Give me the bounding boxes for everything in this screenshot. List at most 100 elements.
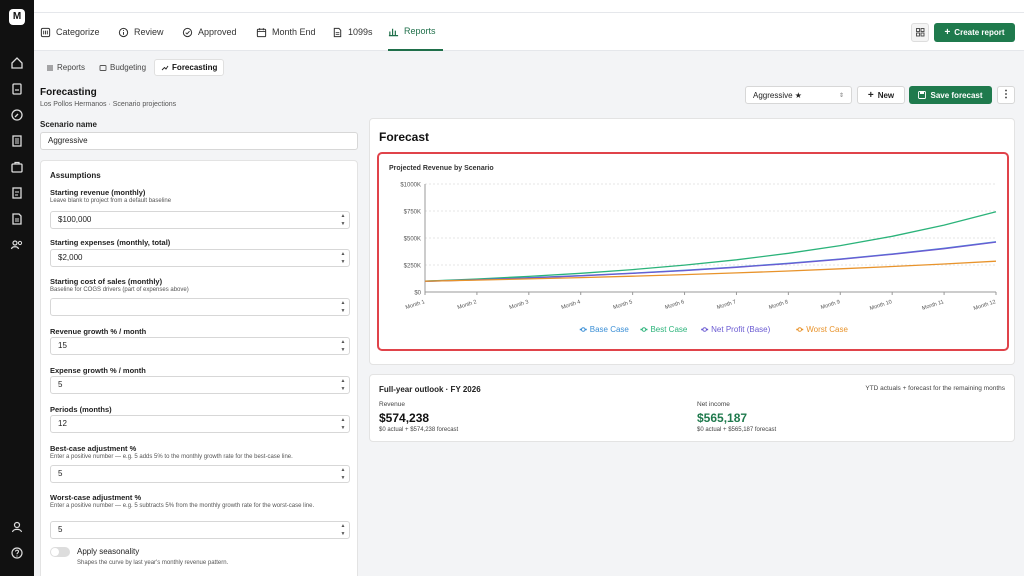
app-logo[interactable]: M bbox=[9, 9, 25, 25]
more-options-button[interactable]: ⋮ bbox=[997, 86, 1015, 104]
expense-growth-input[interactable]: 5 ▲ ▼ bbox=[50, 376, 350, 394]
scenario-select[interactable]: Aggressive ★ ⇕ bbox=[745, 86, 852, 104]
input-value: $2,000 bbox=[58, 253, 83, 262]
check-circle-icon bbox=[182, 27, 193, 37]
field-label: Best-case adjustment % bbox=[50, 444, 137, 453]
save-label: Save forecast bbox=[930, 90, 983, 100]
stepper-icon[interactable]: ▲ ▼ bbox=[340, 251, 346, 265]
periods-field: Periods (months) 12 ▲ ▼ bbox=[50, 405, 350, 433]
trend-icon bbox=[161, 65, 169, 70]
forecast-card: Forecast Projected Revenue by Scenario $… bbox=[369, 118, 1015, 365]
periods-input[interactable]: 12 ▲ ▼ bbox=[50, 415, 350, 433]
series-line bbox=[424, 241, 997, 282]
field-label: Worst-case adjustment % bbox=[50, 493, 142, 502]
seasonality-hint: Shapes the curve by last year's monthly … bbox=[77, 560, 229, 566]
create-report-button[interactable]: + Create report bbox=[934, 23, 1015, 42]
revenue-label: Revenue bbox=[379, 401, 406, 408]
tab-label: 1099s bbox=[348, 27, 373, 37]
select-arrows-icon: ⇕ bbox=[838, 92, 844, 99]
tab-label: Approved bbox=[198, 27, 237, 37]
input-value: 15 bbox=[58, 341, 67, 350]
ledger-icon[interactable] bbox=[10, 134, 24, 148]
x-tick-label: Month 9 bbox=[820, 299, 841, 311]
tab-1099s[interactable]: 1099s bbox=[332, 13, 373, 51]
profile-icon[interactable] bbox=[10, 520, 24, 534]
layout-button[interactable] bbox=[911, 23, 929, 42]
stepper-icon[interactable]: ▲ ▼ bbox=[340, 339, 346, 353]
best-case-input[interactable]: 5 ▲ ▼ bbox=[50, 465, 350, 483]
document-icon bbox=[333, 27, 342, 37]
best-case-field: Best-case adjustment % Enter a positive … bbox=[50, 444, 350, 483]
info-icon bbox=[118, 27, 129, 37]
document-list-icon[interactable] bbox=[10, 212, 24, 226]
stepper-icon[interactable]: ▲ ▼ bbox=[340, 467, 346, 481]
subtab-forecasting[interactable]: Forecasting bbox=[154, 59, 225, 76]
compass-icon[interactable] bbox=[10, 108, 24, 122]
subtab-reports[interactable]: Reports bbox=[40, 59, 91, 76]
chart-title: Projected Revenue by Scenario bbox=[389, 165, 494, 172]
seasonality-toggle[interactable] bbox=[50, 547, 70, 557]
field-label: Starting expenses (monthly, total) bbox=[50, 238, 171, 247]
tab-categorize[interactable]: Categorize bbox=[40, 13, 100, 51]
starting-revenue-field: Starting revenue (monthly) Leave blank t… bbox=[50, 188, 350, 229]
stepper-icon[interactable]: ▲ ▼ bbox=[340, 378, 346, 392]
create-report-label: Create report bbox=[954, 28, 1005, 37]
x-tick-label: Month 10 bbox=[869, 299, 893, 312]
subtab-budgeting[interactable]: Budgeting bbox=[93, 59, 152, 76]
new-scenario-button[interactable]: + New bbox=[857, 86, 905, 104]
input-value: 5 bbox=[58, 525, 63, 534]
legend-marker bbox=[641, 327, 647, 332]
top-strip bbox=[34, 0, 1024, 13]
field-hint: Enter a positive number — e.g. 5 subtrac… bbox=[50, 503, 315, 509]
legend-marker bbox=[797, 327, 803, 332]
revenue-growth-input[interactable]: 15 ▲ ▼ bbox=[50, 337, 350, 355]
help-icon[interactable] bbox=[10, 546, 24, 560]
forecast-title: Forecast bbox=[379, 130, 430, 144]
outlook-title: Full-year outlook · FY 2026 bbox=[379, 385, 481, 394]
stepper-icon[interactable]: ▲ ▼ bbox=[340, 417, 346, 431]
x-tick-label: Month 7 bbox=[716, 299, 737, 311]
kebab-icon: ⋮ bbox=[1001, 89, 1011, 100]
briefcase-icon[interactable] bbox=[10, 160, 24, 174]
tab-approved[interactable]: Approved bbox=[182, 13, 237, 51]
series-line bbox=[424, 260, 997, 282]
scenario-select-value: Aggressive ★ bbox=[753, 90, 802, 100]
legend-label: Net Profit (Base) bbox=[711, 325, 770, 334]
plus-icon: + bbox=[944, 27, 951, 38]
y-tick-label: $0 bbox=[414, 291, 421, 297]
scenario-name-input[interactable]: Aggressive bbox=[40, 132, 358, 150]
sub-tabs: Reports Budgeting Forecasting bbox=[40, 59, 225, 76]
stepper-icon[interactable]: ▲ ▼ bbox=[340, 523, 346, 537]
bar-chart-icon bbox=[388, 28, 399, 36]
revenue-detail: $0 actual + $574,238 forecast bbox=[379, 427, 459, 433]
scenario-name-label: Scenario name bbox=[40, 120, 97, 129]
tab-review[interactable]: Review bbox=[118, 13, 164, 51]
starting-cost-of-sales-input[interactable]: ▲ ▼ bbox=[50, 298, 350, 316]
report-icon[interactable] bbox=[10, 186, 24, 200]
x-tick-label: Month 3 bbox=[509, 299, 530, 311]
x-tick-label: Month 2 bbox=[457, 299, 478, 311]
tab-reports[interactable]: Reports bbox=[388, 13, 443, 51]
series-line bbox=[424, 241, 997, 283]
series-line bbox=[424, 211, 997, 282]
x-tick-label: Month 6 bbox=[664, 299, 685, 311]
stepper-icon[interactable]: ▲ ▼ bbox=[340, 213, 346, 227]
tab-month-end[interactable]: Month End bbox=[256, 13, 316, 51]
worst-case-input[interactable]: 5 ▲ ▼ bbox=[50, 521, 350, 539]
save-forecast-button[interactable]: Save forecast bbox=[909, 86, 992, 104]
users-icon[interactable] bbox=[10, 238, 24, 252]
inbox-icon[interactable] bbox=[10, 82, 24, 96]
starting-revenue-input[interactable]: $100,000 ▲ ▼ bbox=[50, 211, 350, 229]
outlook-note: YTD actuals + forecast for the remaining… bbox=[865, 385, 1005, 392]
x-tick-label: Month 12 bbox=[973, 299, 997, 312]
starting-cost-of-sales-field: Starting cost of sales (monthly) Baselin… bbox=[50, 277, 350, 316]
expense-growth-field: Expense growth % / month 5 ▲ ▼ bbox=[50, 366, 350, 394]
revenue-growth-field: Revenue growth % / month 15 ▲ ▼ bbox=[50, 327, 350, 355]
stepper-icon[interactable]: ▲ ▼ bbox=[340, 300, 346, 314]
assumptions-panel: Assumptions Starting revenue (monthly) L… bbox=[40, 160, 358, 576]
x-tick-label: Month 5 bbox=[612, 299, 633, 311]
x-tick-label: Month 4 bbox=[561, 299, 582, 311]
home-icon[interactable] bbox=[10, 56, 24, 70]
grid-icon bbox=[915, 28, 924, 37]
starting-expenses-input[interactable]: $2,000 ▲ ▼ bbox=[50, 249, 350, 267]
